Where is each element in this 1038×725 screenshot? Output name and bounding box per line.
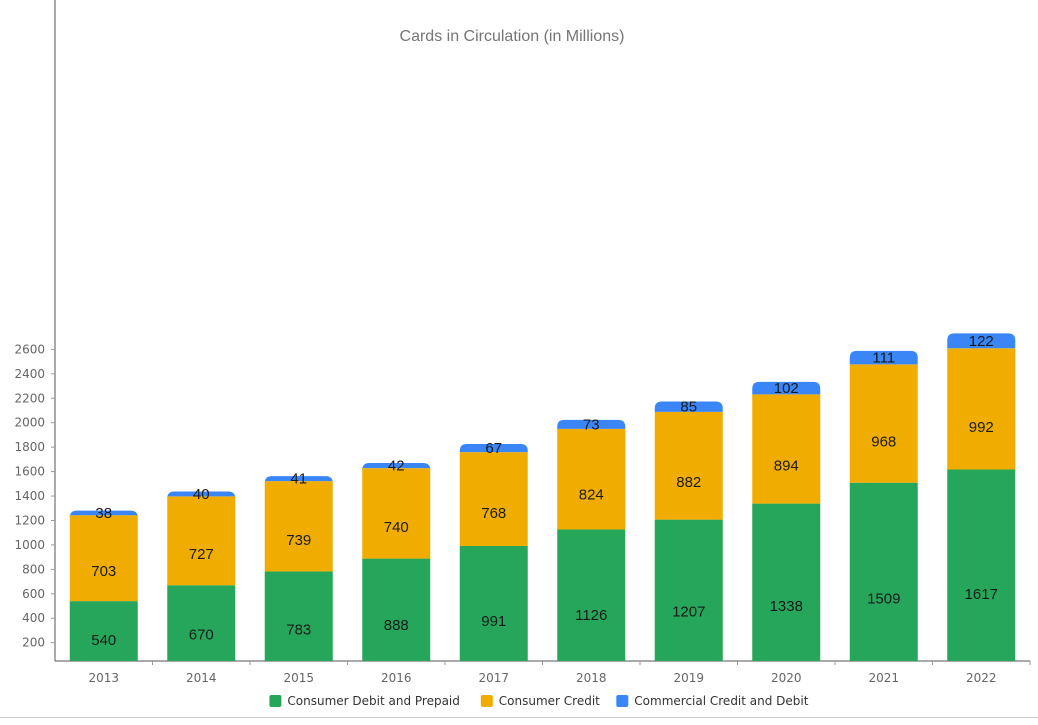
y-tick-label: 2400 — [14, 367, 45, 381]
x-tick-label: 2019 — [673, 671, 704, 685]
bar-segment-consumer-debit — [654, 519, 723, 661]
bar-segment-consumer-credit — [947, 348, 1016, 470]
data-label: 992 — [969, 419, 994, 436]
bar-segment-consumer-debit — [849, 482, 918, 661]
y-tick-label: 2600 — [14, 342, 45, 356]
data-label: 1126 — [575, 607, 607, 624]
bar-segment-commercial — [557, 419, 626, 429]
data-label: 42 — [388, 458, 405, 475]
data-label: 1509 — [867, 591, 900, 608]
data-label: 1617 — [965, 586, 998, 603]
data-label: 1207 — [672, 604, 705, 621]
bottom-divider — [0, 717, 1038, 718]
x-tick-label: 2018 — [576, 671, 607, 685]
data-label: 111 — [872, 350, 895, 367]
bar-segment-consumer-debit — [69, 601, 138, 661]
y-tick-label: 400 — [22, 611, 45, 625]
data-label: 40 — [193, 486, 210, 503]
legend-label: Consumer Debit and Prepaid — [287, 694, 460, 708]
data-label: 968 — [871, 433, 896, 450]
bar-segment-consumer-debit — [264, 571, 333, 661]
y-tick-label: 1800 — [14, 440, 45, 454]
bar-segment-commercial — [362, 463, 431, 471]
data-label: 703 — [91, 563, 116, 580]
y-tick-label: 1400 — [14, 489, 45, 503]
data-label: 1338 — [770, 598, 803, 615]
legend-swatch — [480, 695, 493, 707]
data-label: 122 — [969, 333, 994, 350]
legend-swatch — [616, 695, 629, 707]
x-tick-label: 2021 — [868, 671, 899, 685]
bar-segment-commercial — [69, 510, 138, 518]
data-label: 888 — [384, 617, 409, 634]
bar-segment-consumer-debit — [362, 558, 431, 661]
chart-title: Cards in Circulation (in Millions) — [400, 28, 625, 45]
bar-segment-consumer-credit — [362, 468, 431, 559]
data-label: 670 — [189, 626, 214, 643]
legend-label: Commercial Credit and Debit — [634, 694, 808, 708]
legend: Consumer Debit and Prepaid Consumer Credi… — [269, 694, 809, 708]
x-tick-label: 2015 — [283, 671, 314, 685]
x-tick-label: 2016 — [381, 671, 412, 685]
x-tick-label: 2013 — [88, 671, 119, 685]
data-label: 739 — [286, 532, 311, 549]
y-tick-label: 600 — [22, 587, 45, 601]
y-tick-label: 2000 — [14, 416, 45, 430]
data-label: 73 — [583, 416, 600, 433]
data-label: 768 — [481, 505, 506, 522]
data-label: 991 — [481, 613, 506, 630]
y-tick-label: 1200 — [14, 513, 45, 527]
y-tick-label: 200 — [22, 636, 45, 650]
data-label: 85 — [680, 399, 697, 416]
data-label: 882 — [676, 474, 701, 491]
bar-segment-consumer-debit — [459, 546, 528, 661]
x-axis: 2013 2014 2015 2016 2017 2018 2019 2020 2021 2022 — [55, 660, 1031, 685]
bar-segment-consumer-debit — [947, 469, 1016, 661]
y-axis: 200 400 600 800 1000 1200 1400 1600 1800 2000 2200… — [14, 0, 56, 661]
y-tick-label: 2200 — [14, 391, 45, 405]
bar-segment-consumer-credit — [69, 515, 138, 602]
data-label: 740 — [384, 519, 409, 536]
data-label: 41 — [290, 471, 307, 488]
data-label: 894 — [774, 457, 799, 474]
legend-label: Consumer Credit — [499, 694, 600, 708]
y-tick-label: 1000 — [14, 538, 45, 552]
bar-segment-commercial — [459, 443, 528, 453]
bar-segment-consumer-credit — [459, 452, 528, 547]
data-label: 783 — [286, 622, 311, 639]
x-tick-label: 2014 — [186, 671, 217, 685]
data-label: 727 — [189, 546, 214, 563]
bar-segment-consumer-debit — [752, 503, 821, 661]
bar-segment-commercial — [752, 381, 821, 395]
bar-segment-consumer-debit — [167, 585, 236, 661]
y-tick-label: 1600 — [14, 465, 45, 479]
bar-segment-commercial — [167, 491, 236, 499]
bar-segment-consumer-credit — [557, 428, 626, 530]
bar-segment-commercial — [947, 333, 1016, 349]
data-label: 67 — [485, 440, 502, 457]
x-tick-label: 2017 — [478, 671, 509, 685]
bar-segment-commercial — [654, 401, 723, 412]
data-label: 102 — [774, 380, 799, 397]
bar-segment-consumer-debit — [557, 529, 626, 661]
bars — [69, 333, 1016, 661]
data-label: 540 — [91, 632, 116, 649]
bar-segment-consumer-credit — [167, 496, 236, 586]
legend-swatch — [269, 695, 282, 707]
bar-segment-consumer-credit — [752, 394, 821, 504]
bar-segment-consumer-credit — [654, 411, 723, 520]
data-label: 38 — [95, 505, 112, 522]
bar-segment-commercial — [849, 350, 918, 365]
y-tick-label: 800 — [22, 562, 45, 576]
data-label: 824 — [579, 486, 604, 503]
bar-segment-commercial — [264, 476, 333, 484]
x-tick-label: 2022 — [966, 671, 997, 685]
data-labels: 540 703 38 670 727 40 783 739 41 888 740 42 991 768 67… — [91, 333, 998, 649]
bar-segment-consumer-credit — [264, 481, 333, 572]
x-tick-label: 2020 — [771, 671, 802, 685]
bar-segment-consumer-credit — [849, 364, 918, 483]
